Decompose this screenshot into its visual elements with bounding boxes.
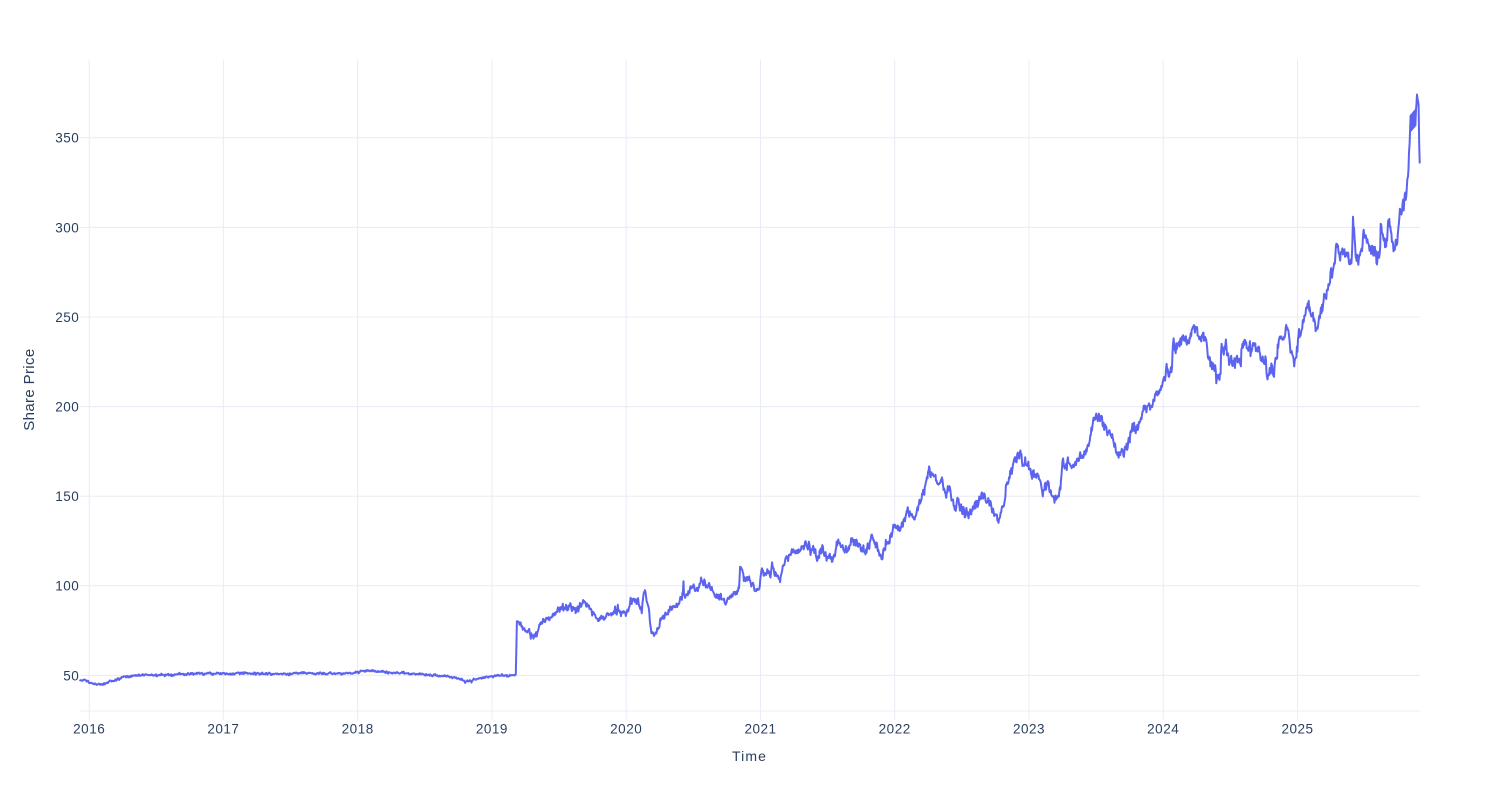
svg-text:2025: 2025 [1281, 721, 1313, 736]
svg-text:350: 350 [55, 131, 79, 146]
svg-text:2017: 2017 [207, 721, 239, 736]
svg-text:2022: 2022 [879, 721, 911, 736]
svg-text:2021: 2021 [744, 721, 776, 736]
svg-text:2024: 2024 [1147, 721, 1179, 736]
svg-text:2018: 2018 [342, 721, 374, 736]
svg-text:2023: 2023 [1013, 721, 1045, 736]
svg-text:250: 250 [55, 310, 79, 325]
svg-text:300: 300 [55, 220, 79, 235]
svg-text:Time: Time [732, 748, 767, 764]
svg-text:2016: 2016 [73, 721, 105, 736]
svg-text:Share Price: Share Price [21, 348, 38, 430]
svg-text:100: 100 [55, 579, 79, 594]
svg-text:2019: 2019 [476, 721, 508, 736]
svg-text:2020: 2020 [610, 721, 642, 736]
svg-text:150: 150 [55, 489, 79, 504]
svg-text:200: 200 [55, 400, 79, 415]
svg-text:50: 50 [63, 668, 79, 683]
